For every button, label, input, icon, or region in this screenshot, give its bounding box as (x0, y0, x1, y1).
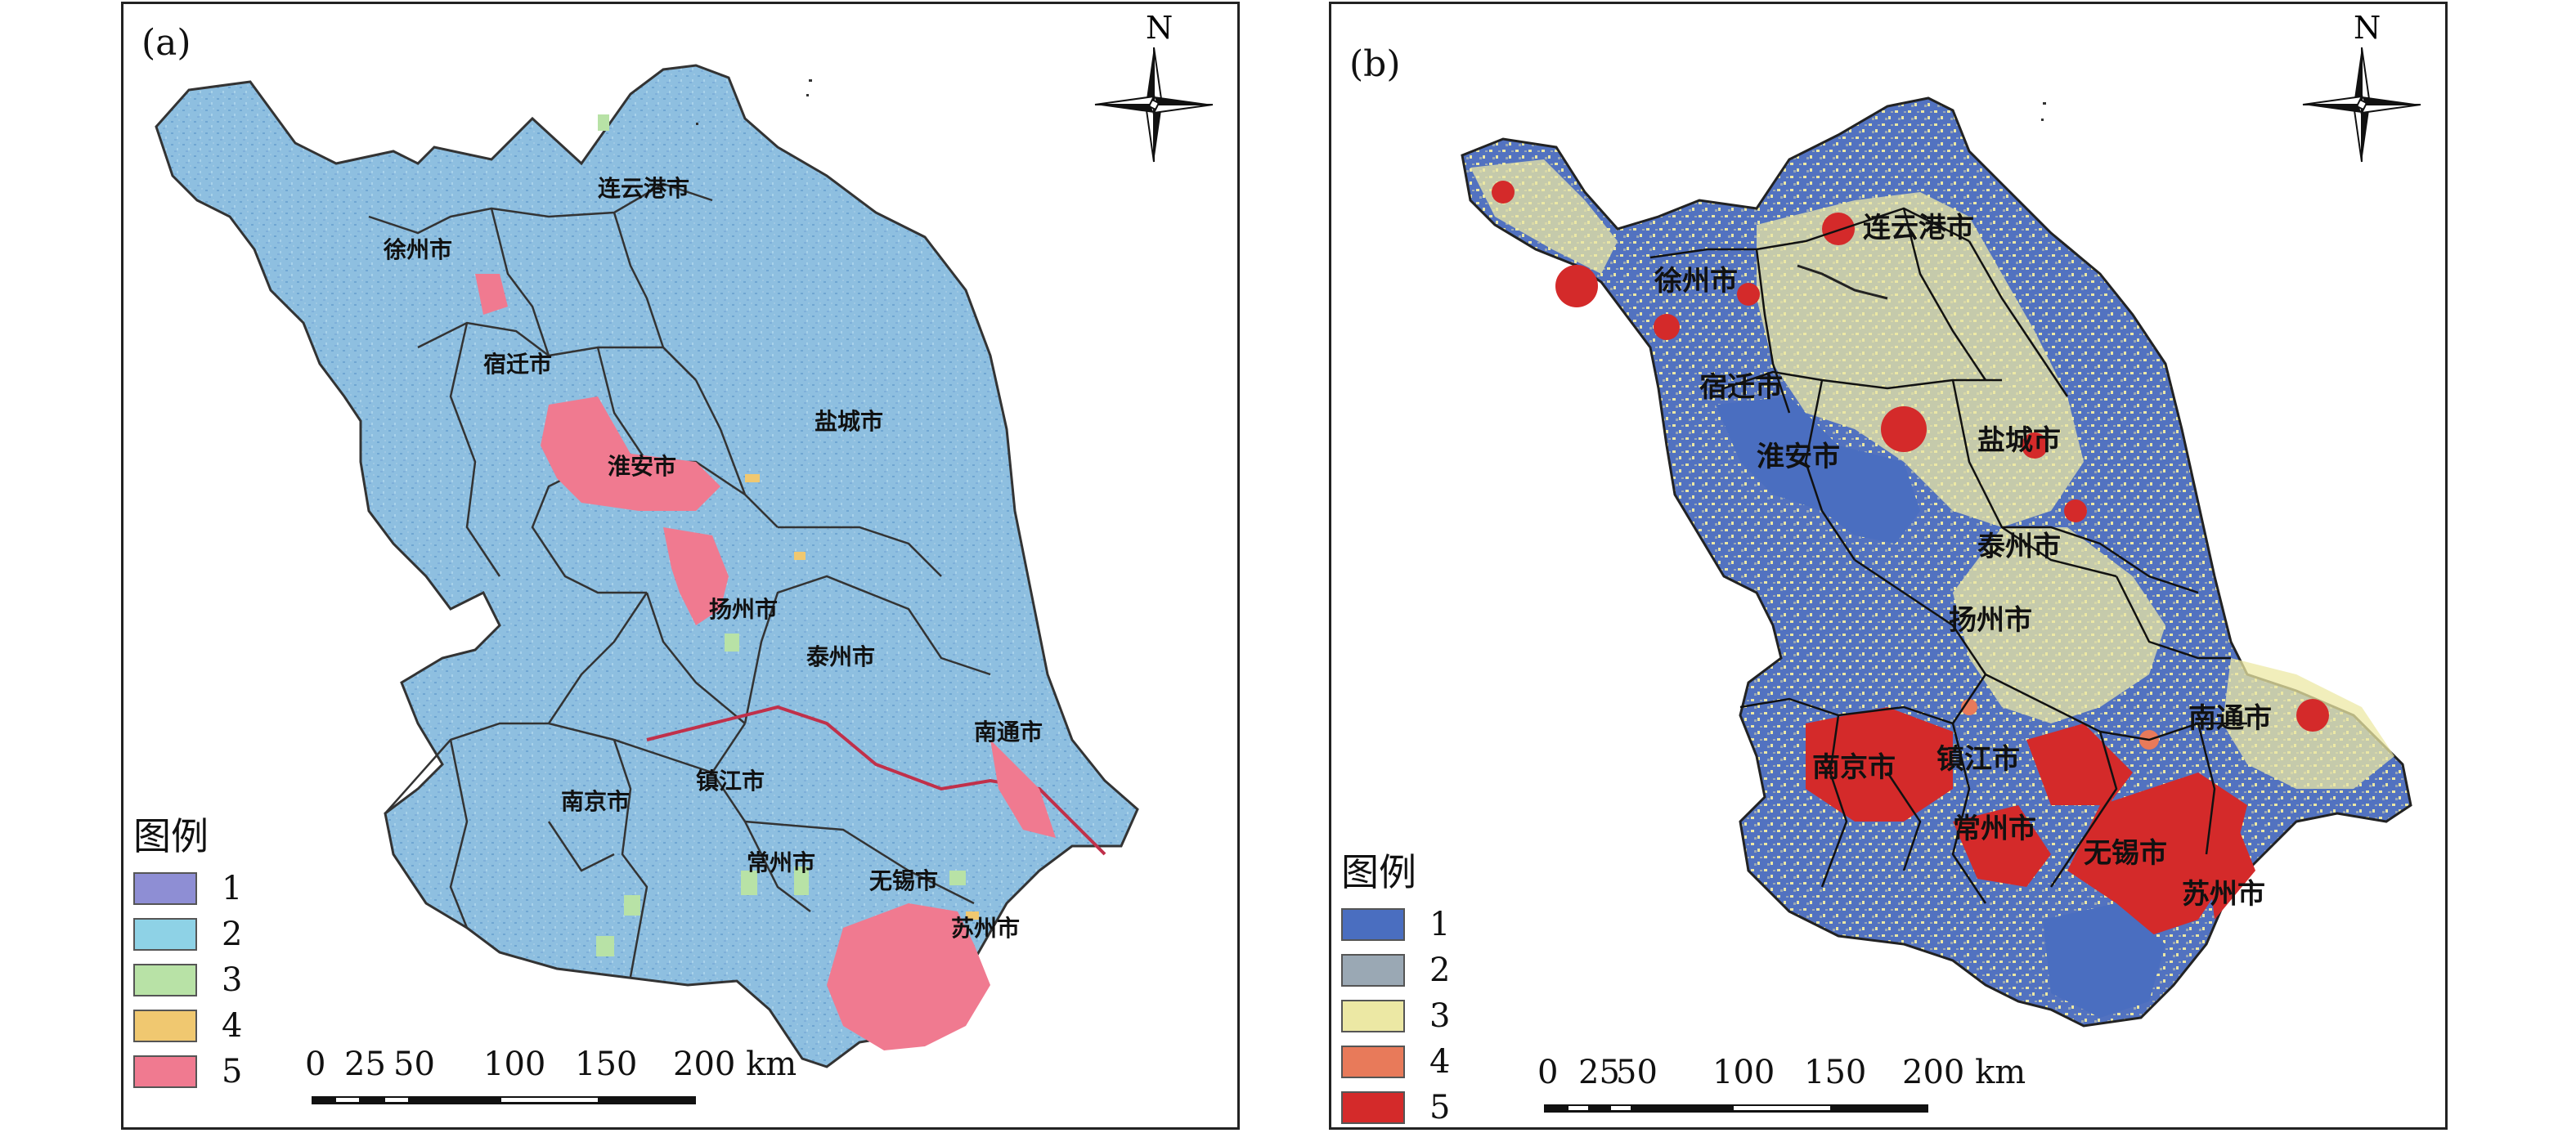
scale-tick-label: 150 (1804, 1054, 1867, 1091)
legend-item: 4 (1341, 1039, 1546, 1085)
city-label: 连云港市 (1863, 212, 1974, 244)
district-boundaries (1649, 207, 2247, 904)
city-label: 南通市 (2188, 702, 2272, 735)
legend-label: 1 (222, 870, 243, 907)
city-label: 徐州市 (1654, 265, 1738, 298)
legend-label: 2 (222, 916, 243, 953)
legend-swatch (1341, 1046, 1405, 1078)
lake-areas (1716, 396, 2165, 1018)
city-label: 南通市 (974, 719, 1043, 746)
islands (696, 79, 812, 125)
city-label: 南京市 (561, 788, 630, 815)
legend-item: 2 (1341, 947, 1546, 993)
city-label: 宿迁市 (483, 351, 552, 378)
legend-swatch (133, 1055, 197, 1088)
city-label: 连云港市 (598, 175, 689, 202)
city-label: 常州市 (747, 849, 815, 876)
city-label: 盐城市 (1977, 424, 2061, 457)
legend-swatch (1341, 1091, 1405, 1124)
class4-patches (745, 474, 979, 920)
legend-swatch (133, 1010, 197, 1042)
svg-text:N: N (2354, 11, 2381, 46)
city-label: 淮安市 (1757, 441, 1840, 473)
scale-tick-label: 25 (344, 1046, 386, 1083)
city-label: 扬州市 (709, 596, 778, 623)
panel-label: (b) (1349, 43, 1401, 85)
panel-label: (a) (141, 22, 191, 64)
city-label: 宿迁市 (1699, 371, 1783, 404)
scale-tick-label: 50 (1616, 1054, 1658, 1091)
city-label: 镇江市 (1936, 743, 2020, 776)
legend-title: 图例 (133, 814, 209, 858)
class5-patches (1492, 181, 2329, 936)
city-labels: 连云港市 徐州市 宿迁市 盐城市 淮安市 泰州市 扬州市 南通市 镇江市 南京市… (1654, 212, 2272, 911)
legend: 图例 1 2 3 4 5 (133, 807, 338, 1095)
legend-item: 2 (133, 911, 338, 957)
map-b-svg: 连云港市 徐州市 宿迁市 盐城市 淮安市 泰州市 扬州市 南通市 镇江市 南京市… (1461, 96, 2412, 1028)
legend-label: 5 (1429, 1089, 1451, 1126)
scale-tick-label: 25 (1578, 1054, 1620, 1091)
city-label: 泰州市 (806, 643, 875, 670)
legend-label: 5 (222, 1053, 243, 1090)
map-panel-a: 连云港市 徐州市 宿迁市 盐城市 淮安市 扬州市 泰州市 南通市 镇江市 南京市… (121, 2, 1240, 1130)
legend: 图例 1 2 3 4 5 (1341, 843, 1546, 1127)
class3-patches (596, 114, 966, 956)
scale-bar: 0 25 50 100 150 200 km (1537, 1054, 2026, 1127)
islands (2041, 102, 2046, 121)
legend-item: 3 (133, 957, 338, 1003)
scale-tick-label: 200 km (673, 1046, 797, 1083)
legend-label: 4 (1429, 1043, 1451, 1081)
scale-bar: 0 25 50 100 150 200 km (305, 1046, 797, 1119)
legend-swatch (1341, 954, 1405, 987)
city-label: 南京市 (1812, 751, 1896, 784)
legend-swatch (1341, 908, 1405, 941)
canal-line (1797, 264, 1888, 300)
legend-label: 3 (1429, 997, 1451, 1035)
north-arrow-icon: N (2302, 11, 2421, 163)
scale-tick-label: 50 (393, 1046, 435, 1083)
scale-tick-label: 0 (1537, 1054, 1559, 1091)
scale-tick-label: 150 (575, 1046, 638, 1083)
legend-title: 图例 (1341, 850, 1416, 894)
class5-patches (475, 274, 1056, 1050)
legend-label: 2 (1429, 952, 1451, 989)
legend-label: 1 (1429, 906, 1451, 943)
city-label: 苏州市 (951, 915, 1020, 942)
city-label: 盐城市 (815, 408, 883, 435)
north-arrow-icon: N (1094, 11, 1214, 163)
city-label: 扬州市 (1949, 604, 2032, 637)
city-label: 泰州市 (1977, 531, 2061, 563)
svg-text:N: N (1146, 11, 1173, 46)
scale-tick-label: 100 (1712, 1054, 1775, 1091)
city-label: 苏州市 (2182, 878, 2265, 911)
legend-item: 5 (133, 1049, 338, 1095)
legend-item: 3 (1341, 993, 1546, 1039)
legend-swatch (133, 872, 197, 905)
legend-item: 1 (133, 866, 338, 911)
legend-item: 1 (1341, 902, 1546, 947)
scale-tick-label: 200 km (1902, 1054, 2026, 1091)
map-a-svg: 连云港市 徐州市 宿迁市 盐城市 淮安市 扬州市 泰州市 南通市 镇江市 南京市… (155, 64, 1139, 1068)
scale-tick-label: 100 (483, 1046, 546, 1083)
city-label: 镇江市 (696, 768, 765, 795)
legend-swatch (1341, 1000, 1405, 1032)
legend-label: 4 (222, 1007, 243, 1045)
map-panel-b: 连云港市 徐州市 宿迁市 盐城市 淮安市 泰州市 扬州市 南通市 镇江市 南京市… (1329, 2, 2448, 1130)
legend-label: 3 (222, 961, 243, 999)
legend-swatch (133, 918, 197, 951)
city-label: 无锡市 (2084, 837, 2167, 870)
legend-item: 5 (1341, 1085, 1546, 1127)
city-label: 淮安市 (608, 453, 676, 480)
city-labels: 连云港市 徐州市 宿迁市 盐城市 淮安市 扬州市 泰州市 南通市 镇江市 南京市… (383, 175, 1043, 942)
river-line (646, 705, 1106, 856)
city-label: 无锡市 (869, 867, 938, 894)
city-label: 徐州市 (383, 236, 452, 263)
scale-tick-label: 0 (305, 1046, 326, 1083)
legend-item: 4 (133, 1003, 338, 1049)
legend-swatch (133, 964, 197, 996)
district-boundaries (368, 182, 991, 978)
city-label: 常州市 (1953, 813, 2036, 845)
